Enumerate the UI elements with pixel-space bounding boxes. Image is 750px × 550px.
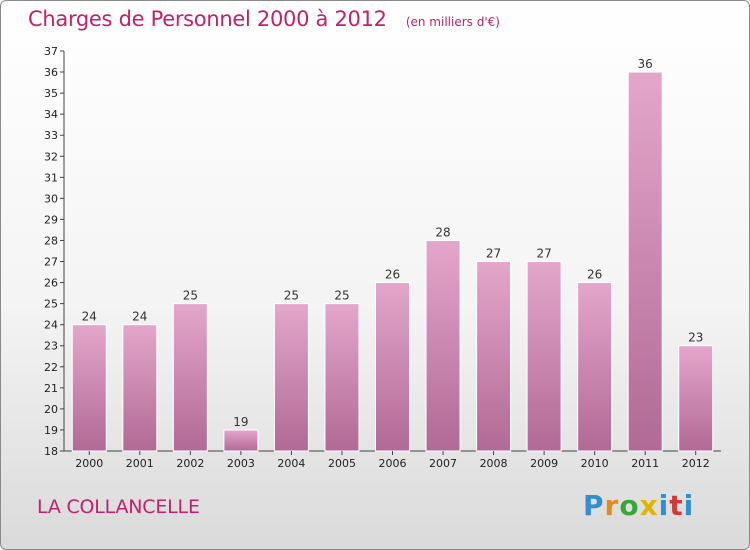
bar [375,282,410,452]
y-tick-label: 21 [44,382,58,395]
x-tick-label: 2008 [480,457,508,470]
data-label: 27 [486,247,501,261]
logo-letter: t [669,489,684,522]
y-tick-label: 36 [44,66,58,79]
chart-title: Charges de Personnel 2000 à 2012 [28,7,387,31]
data-label: 28 [435,225,450,239]
bar [678,345,714,452]
bar [71,324,107,452]
data-label: 24 [132,310,147,324]
data-label: 19 [233,415,248,429]
x-tick-label: 2012 [682,457,710,470]
y-tick-label: 33 [44,129,58,142]
x-tick-label: 2009 [530,457,558,470]
bar [273,303,309,452]
y-tick-label: 20 [44,403,58,416]
x-tick-label: 2002 [176,457,204,470]
x-tick-label: 2004 [277,457,305,470]
y-tick-label: 23 [44,340,58,353]
data-label: 27 [536,247,551,261]
data-label: 24 [82,310,97,324]
logo-letter: x [639,489,659,522]
x-tick-label: 2011 [631,457,659,470]
x-tick-label: 2006 [379,457,407,470]
x-tick-label: 2003 [227,457,255,470]
chart-header: Charges de Personnel 2000 à 2012 (en mil… [28,7,500,31]
y-tick-label: 31 [44,171,58,184]
bar [425,239,461,452]
y-tick-label: 30 [44,192,58,205]
x-tick-label: 2010 [581,457,609,470]
y-tick-label: 32 [44,150,58,163]
x-tick-label: 2001 [126,457,154,470]
logo-letter: i [658,489,670,522]
place-name: LA COLLANCELLE [37,496,200,518]
y-tick-label: 29 [44,213,58,226]
bar [476,261,512,452]
x-tick-label: 2000 [75,457,103,470]
bar [526,261,562,452]
bar [324,303,360,452]
y-tick-label: 22 [44,361,58,374]
data-label: 25 [334,289,349,303]
bar [172,303,208,452]
y-tick-label: 24 [44,319,58,332]
logo-letter: r [604,489,620,522]
y-tick-label: 19 [44,424,58,437]
y-tick-label: 28 [44,234,58,247]
proxiti-logo: Proxiti [583,489,694,522]
data-label: 23 [688,331,703,345]
chart-subtitle: (en milliers d'€) [405,15,500,29]
data-label: 25 [183,289,198,303]
data-label: 25 [284,289,299,303]
logo-letter: o [619,489,640,522]
y-tick-label: 34 [44,108,58,121]
data-label: 26 [385,268,400,282]
data-label: 36 [638,57,653,71]
x-tick-label: 2005 [328,457,356,470]
logo-letter: P [583,489,605,522]
x-tick-label: 2007 [429,457,457,470]
y-tick-label: 25 [44,298,58,311]
data-label: 26 [587,268,602,282]
y-tick-label: 26 [44,277,58,290]
y-tick-label: 18 [44,445,58,458]
bar [223,429,259,452]
y-tick-label: 35 [44,87,58,100]
bar [122,324,158,452]
bar [627,71,663,452]
bar [577,282,613,452]
y-tick-label: 27 [44,256,58,269]
logo-letter: i [683,489,695,522]
y-tick-label: 37 [44,45,58,58]
